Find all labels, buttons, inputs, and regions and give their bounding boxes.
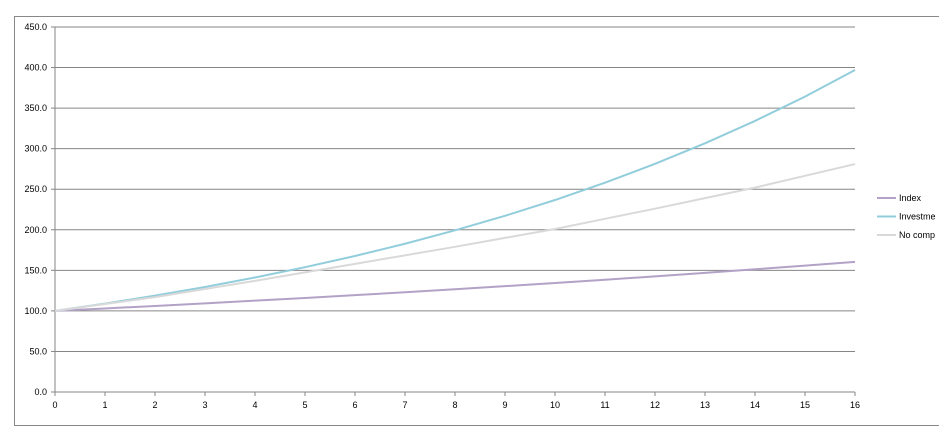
x-tick-label: 1	[102, 400, 107, 410]
y-tick-label: 200.0	[24, 225, 47, 235]
gridlines	[55, 26, 855, 393]
x-tick-label: 15	[800, 400, 810, 410]
y-tick-label: 0.0	[34, 387, 47, 397]
x-tick-label: 10	[550, 400, 560, 410]
series-line-no-comp	[54, 163, 856, 312]
line-chart: 0.0 50.0 100.0 150.0 200.0 250.0 300.0 350.0 400…	[24, 22, 936, 410]
y-tick-label: 50.0	[29, 346, 47, 356]
x-tick-label: 9	[502, 400, 507, 410]
legend-label: Investme	[899, 212, 936, 222]
x-tick-label: 16	[850, 400, 860, 410]
x-tick-label: 8	[452, 400, 457, 410]
x-tick-label: 6	[352, 400, 357, 410]
y-tick-label: 300.0	[24, 144, 47, 154]
y-tick-label: 400.0	[24, 63, 47, 73]
x-tick-label: 0	[52, 400, 57, 410]
y-tick-label: 150.0	[24, 265, 47, 275]
x-tick-label: 12	[650, 400, 660, 410]
x-tick-label: 2	[152, 400, 157, 410]
x-tick-label: 5	[302, 400, 307, 410]
x-tick-label: 14	[750, 400, 760, 410]
y-axis: 0.0 50.0 100.0 150.0 200.0 250.0 300.0 350.0 400…	[24, 22, 56, 397]
y-tick-label: 100.0	[24, 306, 47, 316]
series-line-investme	[54, 69, 856, 312]
legend: Index Investme No comp	[877, 193, 936, 240]
y-tick-label: 450.0	[24, 22, 47, 32]
legend-label: Index	[899, 193, 922, 203]
y-tick-label: 250.0	[24, 184, 47, 194]
x-tick-label: 13	[700, 400, 710, 410]
legend-label: No comp	[899, 230, 935, 240]
series-line-index	[54, 260, 856, 312]
x-axis: 0 1 2 3 4 5 6 7 8 9 10 11 12 13 14 15 16	[52, 392, 860, 410]
x-tick-label: 4	[252, 400, 257, 410]
x-tick-label: 3	[202, 400, 207, 410]
x-tick-label: 11	[600, 400, 609, 410]
series-lines	[54, 69, 856, 312]
y-tick-label: 350.0	[24, 103, 47, 113]
x-tick-label: 7	[402, 400, 407, 410]
